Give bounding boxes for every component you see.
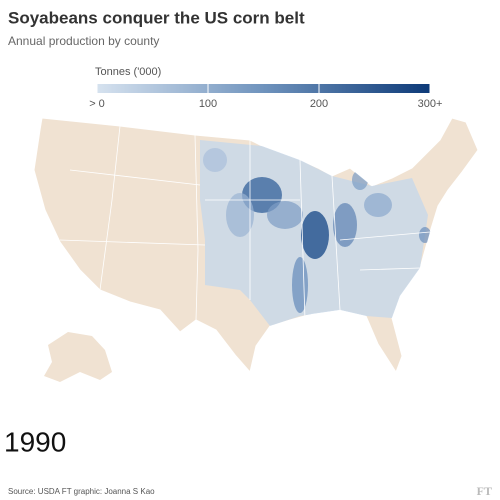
legend-tick-label: 300+ xyxy=(418,98,443,110)
hotspot xyxy=(203,148,227,172)
ft-logo: FT xyxy=(477,484,492,498)
hotspot xyxy=(226,193,254,237)
legend: Tonnes ('000) > 0 100 200 300+ xyxy=(89,66,442,110)
source: Source: USDA FT graphic: Joanna S Kao xyxy=(8,487,155,496)
subtitle: Annual production by county xyxy=(8,34,159,48)
hotspot xyxy=(419,227,431,243)
year: 1990 xyxy=(4,426,66,457)
alaska xyxy=(44,332,112,382)
hotspot xyxy=(364,193,392,217)
hotspot xyxy=(292,257,308,313)
legend-tick-label: 200 xyxy=(310,98,328,110)
hotspot xyxy=(267,201,303,229)
map xyxy=(33,117,479,382)
color-scale xyxy=(97,84,430,93)
state-borders xyxy=(59,125,431,321)
hotspot xyxy=(301,211,329,259)
hotspot xyxy=(352,170,368,190)
legend-title: Tonnes ('000) xyxy=(95,66,161,78)
hotspot xyxy=(270,337,290,353)
legend-tick-label: 100 xyxy=(199,98,217,110)
legend-tick-label: > 0 xyxy=(89,98,105,110)
hotspot xyxy=(333,203,357,247)
title: Soyabeans conquer the US corn belt xyxy=(8,8,305,27)
